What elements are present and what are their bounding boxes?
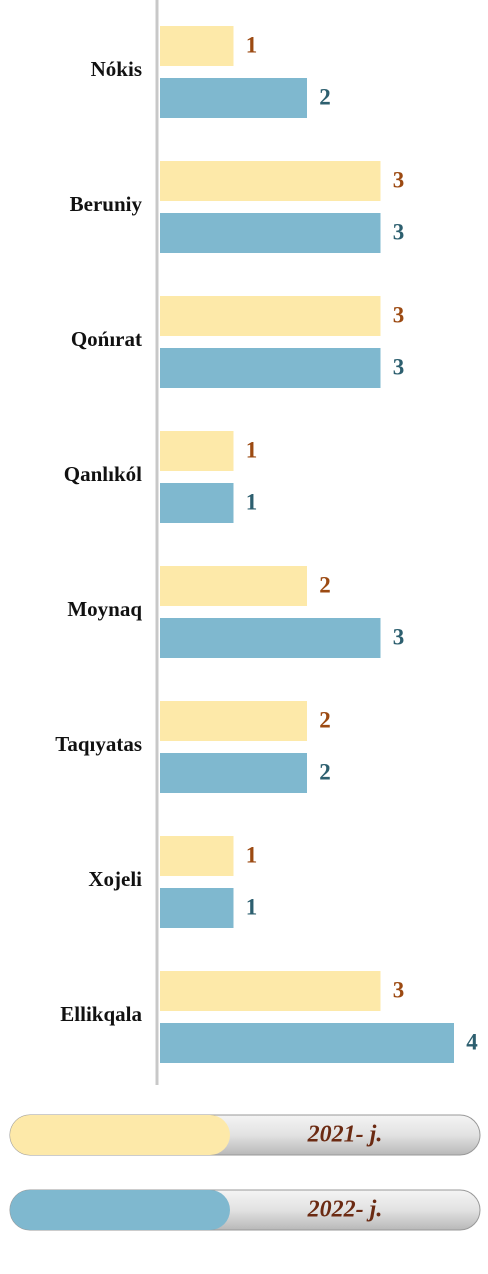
- bar: [160, 888, 234, 928]
- value-label: 2: [319, 759, 331, 784]
- value-label: 3: [393, 624, 405, 649]
- value-label: 4: [466, 1029, 478, 1054]
- category-label: Qońırat: [71, 327, 142, 351]
- legend-label: 2021- j.: [307, 1122, 383, 1148]
- category-label: Taqıyatas: [55, 732, 142, 756]
- legend-label: 2022- j.: [307, 1197, 383, 1223]
- category-label: Xojeli: [88, 867, 142, 891]
- bar: [160, 296, 381, 336]
- bar: [160, 78, 307, 118]
- value-label: 1: [246, 437, 258, 462]
- bar: [160, 1023, 454, 1063]
- bar: [160, 161, 381, 201]
- value-label: 2: [319, 572, 331, 597]
- bar: [160, 26, 234, 66]
- value-label: 1: [246, 894, 258, 919]
- legend-swatch: [10, 1190, 230, 1230]
- value-label: 3: [393, 354, 405, 379]
- bar: [160, 566, 307, 606]
- category-label: Ellikqala: [60, 1002, 142, 1026]
- bar: [160, 836, 234, 876]
- bar: [160, 971, 381, 1011]
- value-label: 3: [393, 219, 405, 244]
- bar: [160, 431, 234, 471]
- value-label: 3: [393, 167, 405, 192]
- category-label: Nókis: [91, 57, 142, 81]
- bar: [160, 701, 307, 741]
- category-label: Beruniy: [70, 192, 143, 216]
- bar: [160, 213, 381, 253]
- category-label: Qanlıkól: [64, 462, 142, 486]
- value-label: 3: [393, 302, 405, 327]
- value-label: 1: [246, 489, 258, 514]
- bar: [160, 753, 307, 793]
- bar: [160, 348, 381, 388]
- value-label: 1: [246, 32, 258, 57]
- legend-swatch: [10, 1115, 230, 1155]
- value-label: 2: [319, 84, 331, 109]
- bar: [160, 618, 381, 658]
- category-label: Moynaq: [67, 597, 142, 621]
- value-label: 3: [393, 977, 405, 1002]
- value-label: 1: [246, 842, 258, 867]
- value-label: 2: [319, 707, 331, 732]
- bar: [160, 483, 234, 523]
